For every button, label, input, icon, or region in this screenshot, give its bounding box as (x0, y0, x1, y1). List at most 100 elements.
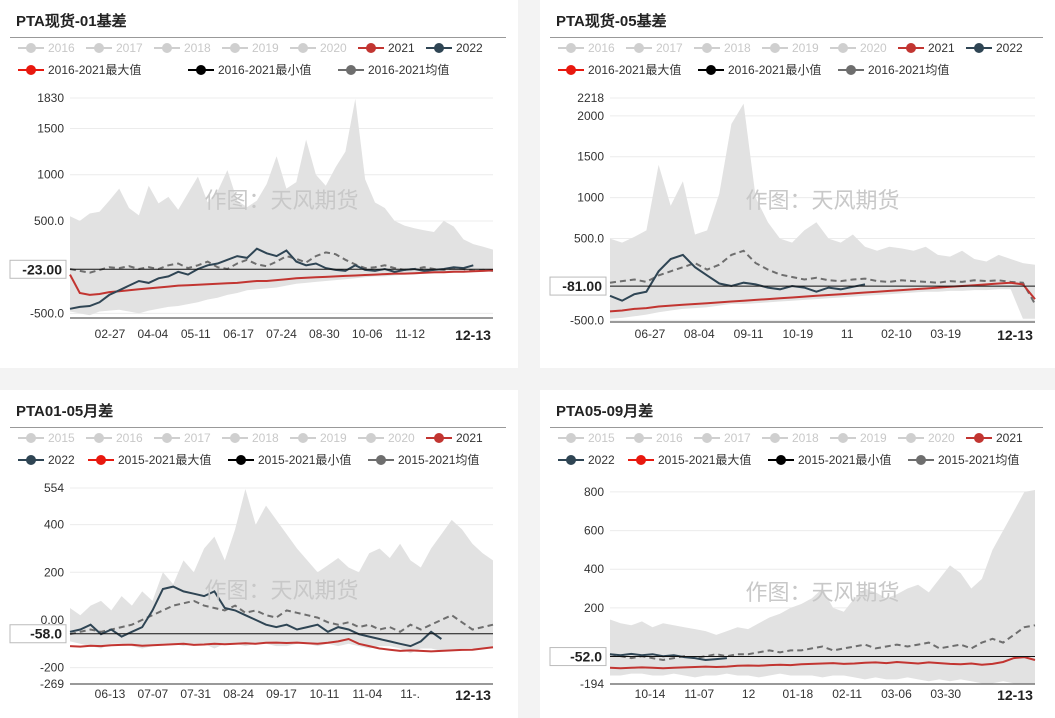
y-tick-label: 500.0 (574, 232, 604, 246)
legend-label: 2019 (860, 431, 887, 445)
legend-label: 2015 (48, 431, 75, 445)
legend-marker (916, 455, 926, 465)
x-tick-label: 04-04 (138, 327, 169, 341)
legend-marker (96, 455, 106, 465)
x-tick-label: 08-24 (223, 687, 254, 701)
x-tick-label: 11-04 (352, 687, 382, 701)
y-tick-label: 1000 (37, 168, 64, 182)
y-tick-label: 400 (584, 562, 604, 576)
legend-label: 2021 (388, 41, 415, 55)
x-tick-label: 11-07 (684, 687, 714, 701)
x-tick-label: 02-11 (832, 687, 862, 701)
chart-svg-3[interactable]: 2015 2016 2017 2018 2019 2020 2021 2022 2015-202… (0, 390, 518, 718)
legend-label: 2020 (388, 431, 415, 445)
watermark: 作图：天风期货 (745, 189, 899, 214)
x-tick-label: 10-19 (783, 327, 814, 341)
legend-label: 2016 (48, 41, 75, 55)
chart-svg-2[interactable]: 2016 2017 2018 2019 2020 2021 2022 2016-2021最大值… (540, 0, 1055, 368)
legend-label: 2021 (996, 431, 1023, 445)
y-tick-label: 500.0 (34, 214, 64, 228)
legend-marker (566, 433, 576, 443)
y-tick-label: 1000 (577, 191, 604, 205)
x-tick-label: 07-24 (266, 327, 297, 341)
chart-title: PTA现货-01基差 (16, 13, 127, 30)
y-tick-label: 1830 (37, 91, 64, 105)
series-line-2016-2021均值 (609, 249, 1036, 305)
legend-label: 2016-2021最小值 (218, 62, 311, 77)
legend-marker (376, 455, 386, 465)
y-tick-label: 400 (44, 518, 64, 532)
chart-panel-2: PTA现货-05基差 2016 2017 2018 2019 2020 2021 2022 2… (540, 0, 1055, 368)
legend-label: 2019 (792, 41, 819, 55)
chart-panel-4: PTA05-09月差 2015 2016 2017 2018 2019 2020 2021 2… (540, 390, 1055, 718)
y-tick-label: -194 (580, 677, 604, 691)
x-tick-label: 11 (841, 327, 854, 341)
x-tick-label: 10-06 (352, 327, 383, 341)
crosshair-value-box (9, 259, 67, 279)
legend-marker (838, 433, 848, 443)
legend-marker (434, 433, 444, 443)
crosshair-value: -23.00 (22, 261, 62, 277)
crosshair-value: -52.0 (570, 649, 602, 665)
series-line-2016-2021均值 (69, 251, 494, 274)
legend-label: 2016-2021均值 (368, 62, 449, 77)
series-line-2022 (609, 253, 866, 302)
legend-marker (702, 43, 712, 53)
legend-label: 2015 (588, 431, 615, 445)
legend-label: 2016 (656, 431, 683, 445)
legend-marker (94, 43, 104, 53)
legend-label: 2017 (724, 431, 751, 445)
chart-svg-1[interactable]: 2016 2017 2018 2019 2020 2021 2022 2016-2021最大值… (0, 0, 518, 368)
x-tick-label: 03-30 (930, 687, 961, 701)
chart-title: PTA05-09月差 (556, 403, 654, 420)
legend-marker (974, 433, 984, 443)
x-tick-label: 11-. (400, 687, 420, 701)
legend-marker (770, 43, 780, 53)
series-line-2015-2021均值 (69, 599, 494, 636)
legend-marker (26, 455, 36, 465)
x-tick-label: 01-18 (783, 687, 814, 701)
series-line-2022 (69, 585, 442, 648)
x-tick-label: 07-07 (138, 687, 169, 701)
legend-label: 2019 (252, 41, 279, 55)
legend-label: 2019 (320, 431, 347, 445)
x-tick-label: 11-12 (395, 327, 425, 341)
y-tick-label: -269 (40, 677, 64, 691)
legend-marker (26, 43, 36, 53)
legend-marker (162, 43, 172, 53)
legend-marker (634, 43, 644, 53)
y-tick-label: -200 (40, 661, 64, 675)
legend-marker (346, 65, 356, 75)
legend-label: 2016-2021最大值 (48, 62, 141, 77)
legend-label: 2022 (588, 453, 615, 467)
legend-marker (94, 433, 104, 443)
y-tick-label: 554 (44, 481, 64, 495)
legend-label: 2018 (724, 41, 751, 55)
legend-marker (702, 433, 712, 443)
legend-label: 2021 (928, 41, 955, 55)
legend-marker (636, 455, 646, 465)
legend-label: 2022 (456, 41, 483, 55)
legend-label: 2016 (116, 431, 143, 445)
crosshair-value-box (549, 276, 607, 296)
legend-label: 2015-2021均值 (398, 452, 479, 467)
crosshair-category: 12-13 (997, 327, 1033, 343)
legend-label: 2018 (792, 431, 819, 445)
legend-marker (196, 65, 206, 75)
legend-label: 2022 (996, 41, 1023, 55)
legend-label: 2016-2021最大值 (588, 62, 681, 77)
legend-marker (634, 433, 644, 443)
legend-marker (566, 43, 576, 53)
y-tick-label: 1500 (37, 122, 64, 136)
y-tick-label: 600 (584, 524, 604, 538)
watermark: 作图：天风期货 (745, 581, 899, 606)
legend-label: 2017 (656, 41, 683, 55)
title-divider (550, 37, 1043, 38)
y-tick-label: 200 (44, 565, 64, 579)
legend-label: 2020 (928, 431, 955, 445)
legend-label: 2016-2021均值 (868, 62, 949, 77)
legend-label: 2020 (860, 41, 887, 55)
watermark: 作图：天风期货 (204, 579, 358, 604)
legend-marker (776, 455, 786, 465)
chart-svg-4[interactable]: 2015 2016 2017 2018 2019 2020 2021 2022 2015-202… (540, 390, 1055, 718)
